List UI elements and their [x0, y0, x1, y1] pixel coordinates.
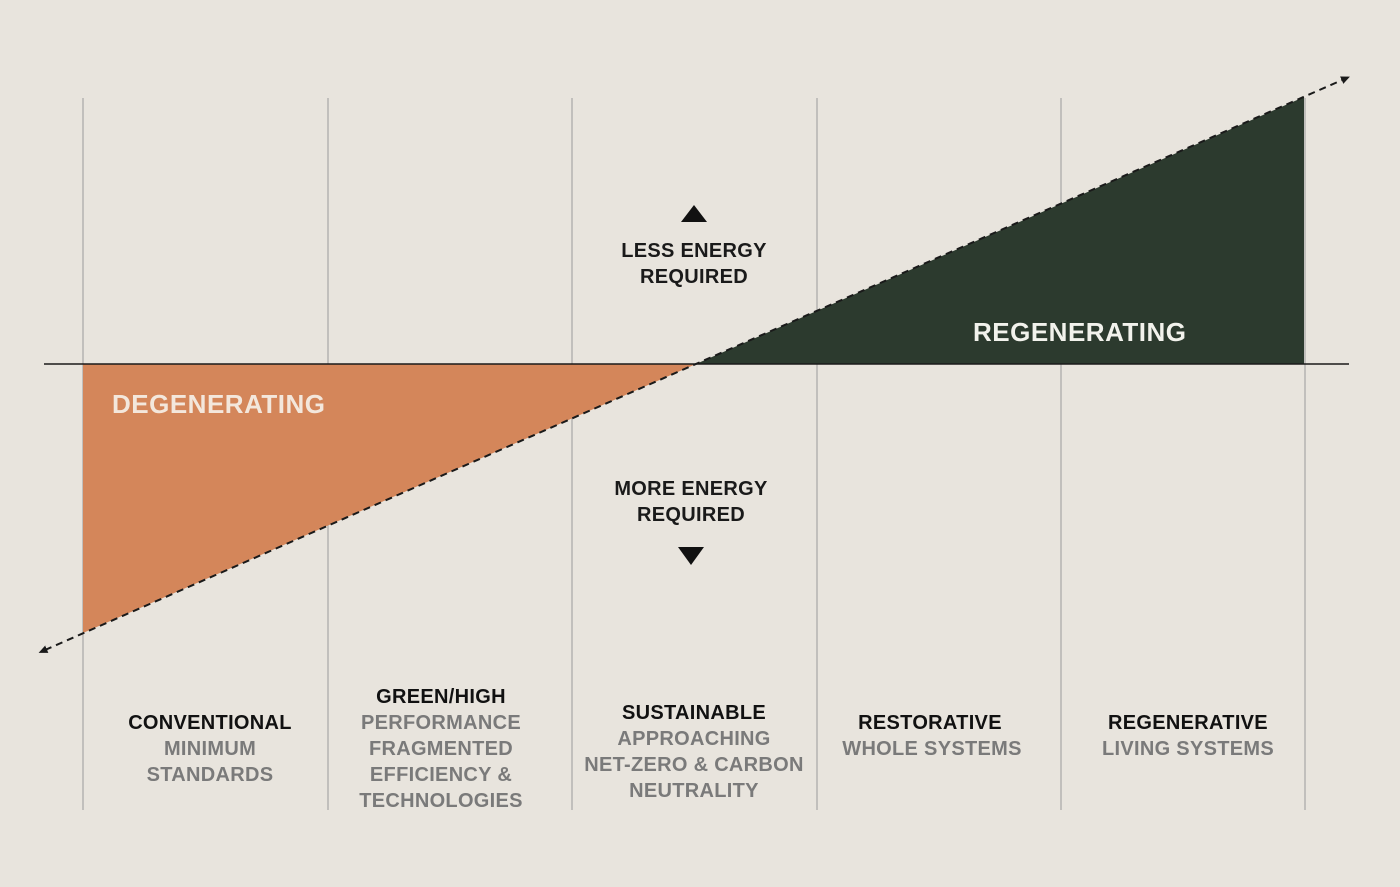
more-energy-line-2: REQUIRED — [637, 504, 745, 526]
category-subtitle: WHOLE SYSTEMS — [842, 738, 1021, 760]
category-subtitle: NET-ZERO & CARBON — [584, 754, 804, 776]
trend-arrow — [38, 76, 1350, 653]
category-title: GREEN/HIGH — [376, 686, 506, 708]
down-triangle-icon — [678, 547, 704, 565]
more-energy-line-1: MORE ENERGY — [614, 478, 768, 500]
category-green-high: GREEN/HIGH PERFORMANCE FRAGMENTED EFFICI… — [359, 686, 523, 812]
category-subtitle: STANDARDS — [147, 764, 274, 786]
category-sustainable: SUSTAINABLE APPROACHING NET-ZERO & CARBO… — [584, 702, 804, 802]
category-subtitle: TECHNOLOGIES — [359, 790, 523, 812]
category-subtitle: EFFICIENCY & — [370, 764, 512, 786]
category-subtitle: PERFORMANCE — [361, 712, 521, 734]
category-subtitle: NEUTRALITY — [629, 780, 759, 802]
degenerating-label: DEGENERATING — [112, 389, 326, 419]
category-subtitle: APPROACHING — [617, 728, 770, 750]
less-energy-line-2: REQUIRED — [640, 266, 748, 288]
category-subtitle: FRAGMENTED — [369, 738, 513, 760]
category-title: CONVENTIONAL — [128, 712, 292, 734]
category-title: SUSTAINABLE — [622, 702, 766, 724]
category-regenerative: REGENERATIVE LIVING SYSTEMS — [1102, 712, 1274, 760]
category-title: REGENERATIVE — [1108, 712, 1268, 734]
category-title: RESTORATIVE — [858, 712, 1002, 734]
regenerating-label: REGENERATING — [973, 317, 1187, 347]
category-subtitle: MINIMUM — [164, 738, 256, 760]
category-conventional: CONVENTIONAL MINIMUM STANDARDS — [128, 712, 292, 786]
up-triangle-icon — [681, 205, 707, 222]
category-subtitle: LIVING SYSTEMS — [1102, 738, 1274, 760]
less-energy-line-1: LESS ENERGY — [621, 240, 767, 262]
category-restorative: RESTORATIVE WHOLE SYSTEMS — [842, 712, 1021, 760]
